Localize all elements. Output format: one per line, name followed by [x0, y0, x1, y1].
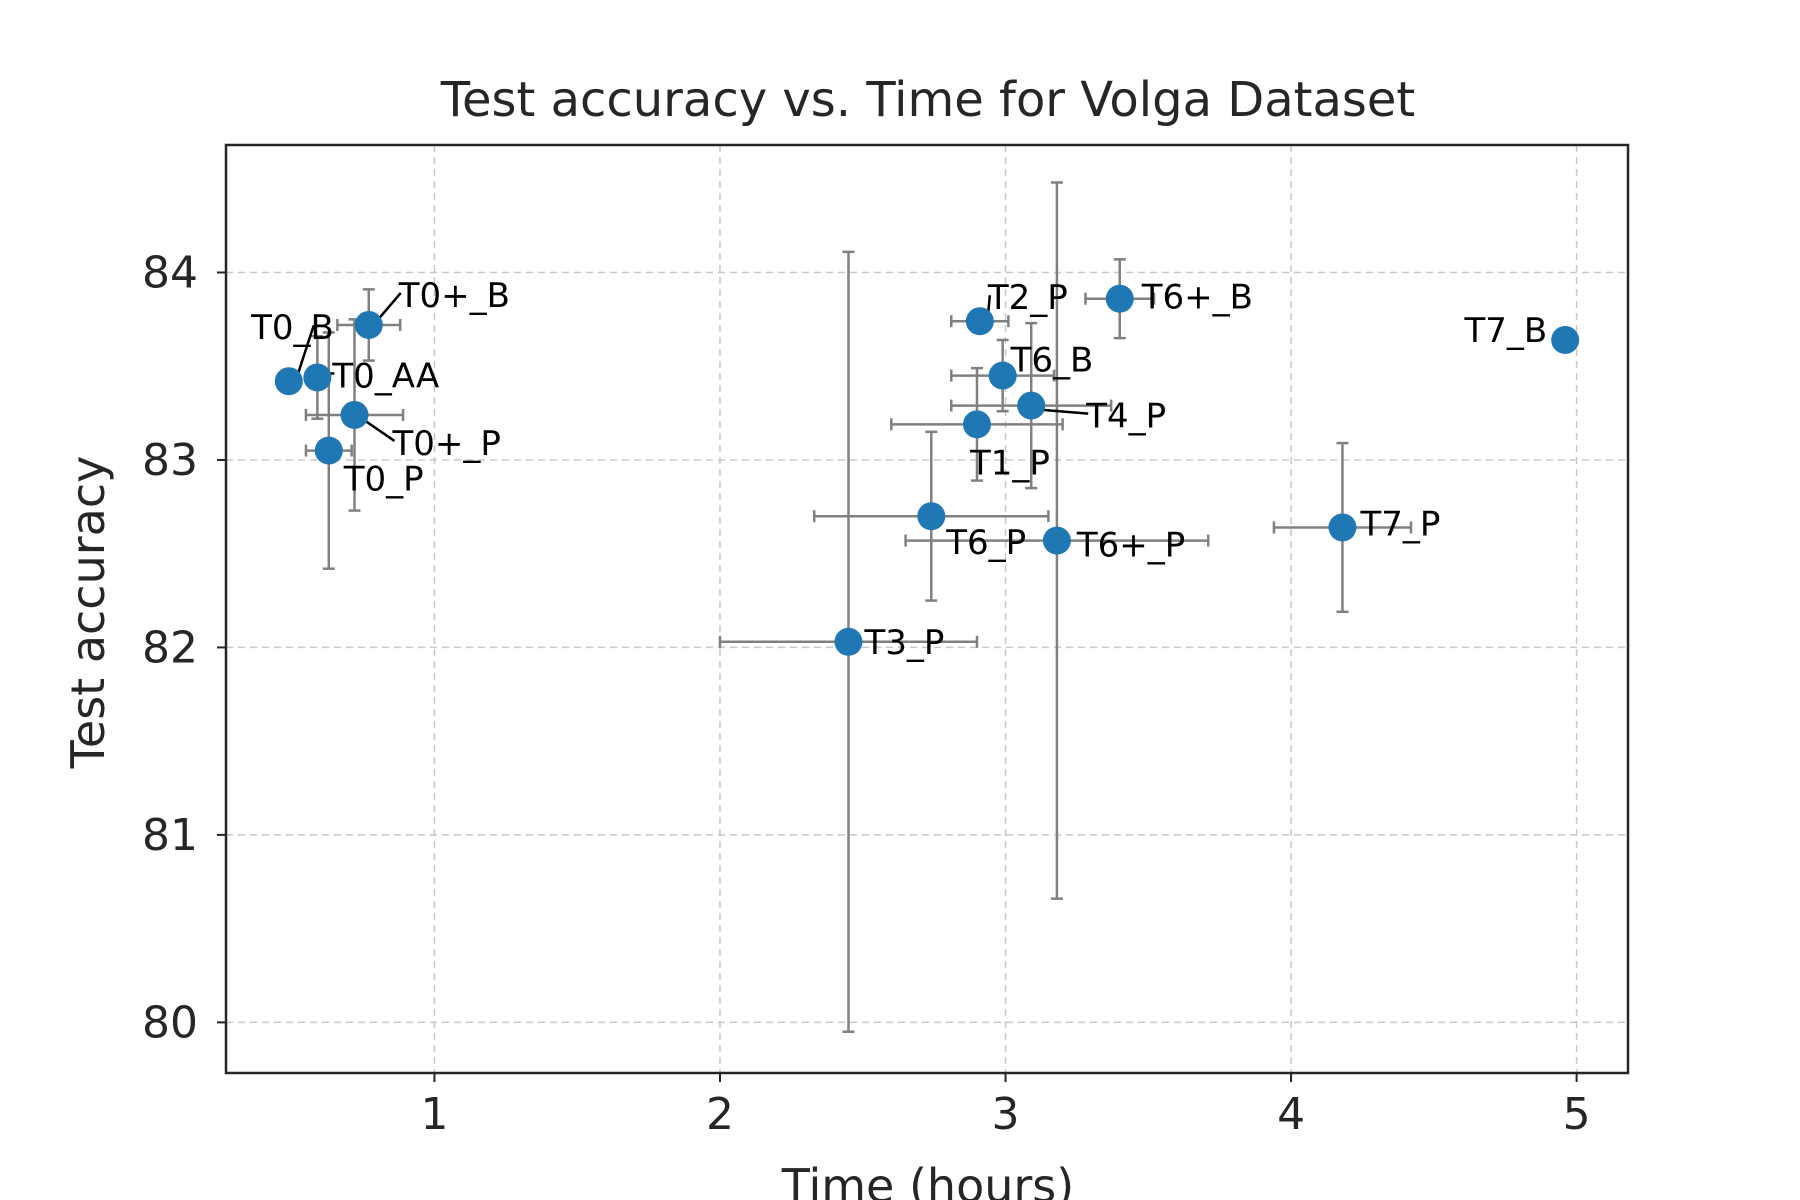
data-point	[274, 367, 303, 396]
plot-frame	[224, 143, 1630, 1075]
leader-line-layer	[295, 292, 1089, 442]
point-label: T0+_B	[398, 276, 510, 316]
point-label: T0_AA	[331, 356, 439, 396]
label-leader-line	[375, 292, 402, 322]
point-label: T6+_B	[1141, 278, 1253, 318]
y-tick-label: 83	[142, 435, 198, 486]
label-leader-line	[1039, 408, 1089, 415]
data-point	[834, 627, 863, 656]
point-label: T7_P	[1359, 504, 1440, 544]
point-label: T7_B	[1463, 311, 1547, 351]
data-point	[354, 310, 383, 339]
data-point	[965, 307, 994, 336]
point-label: T6_B	[1010, 341, 1094, 381]
point-label: T1_P	[969, 443, 1050, 483]
point-label: T3_P	[863, 623, 944, 663]
data-point	[962, 410, 991, 439]
point-label: T6+_P	[1076, 526, 1185, 566]
chart-title: Test accuracy vs. Time for Volga Dataset	[440, 72, 1415, 128]
data-point	[1042, 526, 1071, 555]
data-point	[303, 363, 332, 392]
data-point	[340, 400, 369, 429]
data-point	[314, 436, 343, 465]
data-point	[1551, 325, 1580, 354]
point-label: T0_B	[250, 308, 334, 348]
x-tick-label: 5	[1563, 1089, 1591, 1140]
grid-layer	[226, 145, 1628, 1073]
y-tick-label: 82	[142, 622, 198, 673]
data-point	[1017, 391, 1046, 420]
point-label: T4_P	[1085, 397, 1166, 437]
y-tick-label: 80	[142, 997, 198, 1048]
data-point	[1328, 513, 1357, 542]
point-label: T6_P	[945, 523, 1026, 563]
x-tick-label: 4	[1277, 1089, 1305, 1140]
x-axis-label: Time (hours)	[781, 1159, 1074, 1200]
x-tick-label: 1	[420, 1089, 448, 1140]
point-label: T0_P	[343, 460, 424, 500]
point-label: T0+_P	[391, 424, 500, 464]
data-point	[988, 361, 1017, 390]
x-tick-label: 3	[992, 1089, 1020, 1140]
data-point	[917, 502, 946, 531]
marker-layer	[274, 284, 1580, 656]
x-tick-label: 2	[706, 1089, 734, 1140]
label-leader-line	[295, 324, 316, 378]
data-point	[1105, 284, 1134, 313]
y-axis-label: Test accuracy	[61, 456, 115, 770]
y-tick-label: 84	[142, 247, 198, 298]
label-leader-line	[361, 417, 396, 442]
point-label-layer: T0_B T0_AA T0+_B T0+_PT0_P T2_P T6+_B T6_B T4_P…	[250, 276, 1547, 663]
point-label: T2_P	[987, 278, 1068, 318]
tick-layer: 1 2 3 4 5 80 81 82 83 84	[142, 247, 1591, 1140]
y-tick-label: 81	[142, 810, 198, 861]
